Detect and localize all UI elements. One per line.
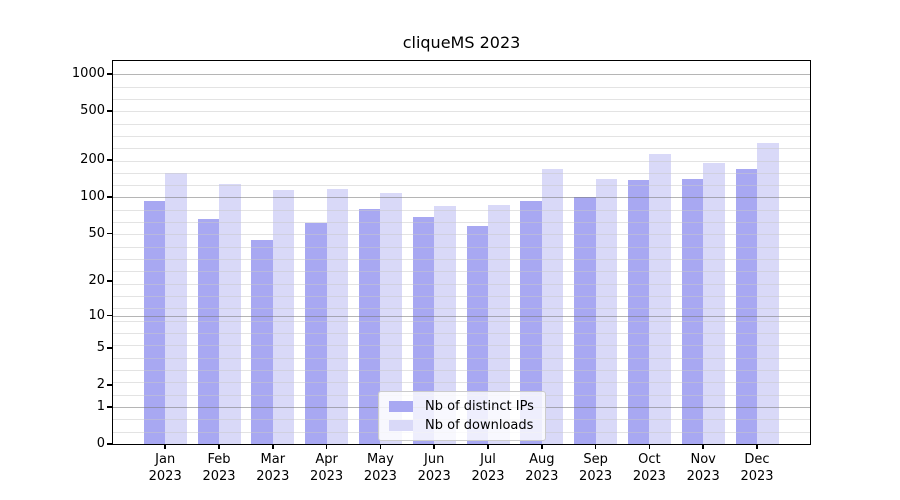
y-tick-mark	[107, 314, 112, 317]
bar-distinct-ips-oct	[627, 180, 650, 444]
y-tick-label-20: 20	[88, 273, 105, 289]
bar-downloads-sep	[595, 179, 618, 444]
bar-downloads-dec	[757, 142, 779, 444]
x-tick-mark	[594, 445, 597, 449]
bar-downloads-feb	[219, 183, 241, 444]
bar-distinct-ips-jun	[412, 216, 435, 444]
y-tick-mark	[107, 73, 112, 75]
y-tick-label-2: 2	[96, 377, 105, 393]
x-tick-label-jan: Jan 2023	[148, 452, 182, 484]
y-tick-label-1000: 1000	[71, 66, 105, 82]
bar-downloads-nov	[703, 162, 725, 444]
legend-item-downloads: Nb of downloads	[387, 416, 537, 435]
y-tick-mark	[107, 406, 112, 408]
y-tick-mark	[107, 159, 112, 161]
x-tick-mark	[541, 445, 543, 449]
x-tick-mark	[433, 445, 435, 449]
y-tick-mark	[107, 384, 112, 386]
x-tick-mark	[218, 445, 220, 449]
x-tick-mark	[756, 445, 758, 449]
x-tick-mark	[325, 445, 328, 449]
bar-distinct-ips-nov	[681, 179, 704, 444]
y-tick-label-1: 1	[96, 398, 105, 414]
bar-downloads-jul	[488, 204, 510, 444]
bar-downloads-may	[380, 193, 402, 444]
bar-downloads-aug	[541, 169, 564, 444]
x-axis: Jan 2023 Feb 2023 Mar 2023 Apr 2023 May 2023 Jun 20…	[113, 61, 810, 484]
x-tick-label-feb: Feb 2023	[202, 452, 236, 484]
y-axis: 0 1 2 5 10 20 50 100 200 500 1000	[72, 61, 810, 451]
x-tick-mark	[164, 445, 166, 449]
bars-layer	[113, 61, 810, 444]
bar-distinct-ips-may	[358, 208, 381, 444]
x-tick-mark	[272, 445, 274, 449]
y-tick-label-0: 0	[96, 436, 105, 451]
y-tick-mark	[107, 280, 112, 282]
x-tick-label-jun: Jun 2023	[417, 452, 451, 484]
y-tick-mark	[107, 196, 112, 198]
bar-distinct-ips-mar	[251, 240, 273, 444]
legend-swatch-downloads	[389, 420, 413, 431]
bar-distinct-ips-sep	[574, 196, 596, 444]
bar-downloads-apr	[326, 188, 349, 444]
x-tick-label-mar: Mar 2023	[256, 452, 290, 484]
bar-downloads-oct	[649, 153, 671, 444]
bar-distinct-ips-apr	[305, 223, 327, 444]
y-tick-label-5: 5	[96, 340, 105, 356]
x-tick-label-may: May 2023	[363, 452, 397, 484]
bar-downloads-jun	[434, 206, 456, 444]
bar-distinct-ips-feb	[197, 218, 219, 444]
y-tick-label-200: 200	[80, 152, 105, 168]
y-tick-label-500: 500	[80, 103, 105, 119]
y-tick-label-100: 100	[80, 188, 105, 204]
x-tick-mark	[487, 445, 489, 449]
legend-item-distinct-ips: Nb of distinct IPs	[387, 397, 537, 416]
y-tick-mark	[107, 232, 112, 235]
x-tick-mark	[379, 445, 382, 449]
y-tick-label-50: 50	[88, 225, 105, 241]
x-tick-mark	[702, 445, 704, 449]
x-tick-mark	[648, 445, 651, 449]
x-tick-label-oct: Oct 2023	[632, 452, 666, 484]
y-tick-mark	[107, 443, 112, 445]
chart-title: cliqueMS 2023	[402, 33, 521, 52]
legend-label-distinct-ips: Nb of distinct IPs	[425, 399, 534, 414]
legend-label-downloads: Nb of downloads	[425, 418, 534, 433]
bar-downloads-jan	[165, 173, 187, 444]
bar-distinct-ips-dec	[735, 169, 757, 444]
plot-area: 0 1 2 5 10 20 50 100 200 500 1000 Jan 2023 Feb 2023 Ma…	[72, 60, 811, 484]
y-tick-label-10: 10	[88, 307, 105, 323]
legend-swatch-distinct-ips	[389, 401, 413, 412]
x-tick-label-apr: Apr 2023	[310, 452, 344, 484]
y-tick-mark	[107, 110, 112, 112]
x-tick-label-sep: Sep 2023	[579, 452, 613, 484]
legend: Nb of distinct IPs Nb of downloads	[378, 391, 546, 441]
x-tick-label-aug: Aug 2023	[525, 452, 559, 484]
x-tick-label-jul: Jul 2023	[471, 452, 505, 484]
bar-distinct-ips-jan	[143, 200, 166, 444]
x-tick-label-dec: Dec 2023	[740, 452, 774, 484]
y-tick-mark	[107, 347, 112, 349]
x-tick-label-nov: Nov 2023	[686, 452, 720, 484]
bar-distinct-ips-jul	[466, 225, 488, 444]
bar-downloads-mar	[272, 190, 295, 444]
